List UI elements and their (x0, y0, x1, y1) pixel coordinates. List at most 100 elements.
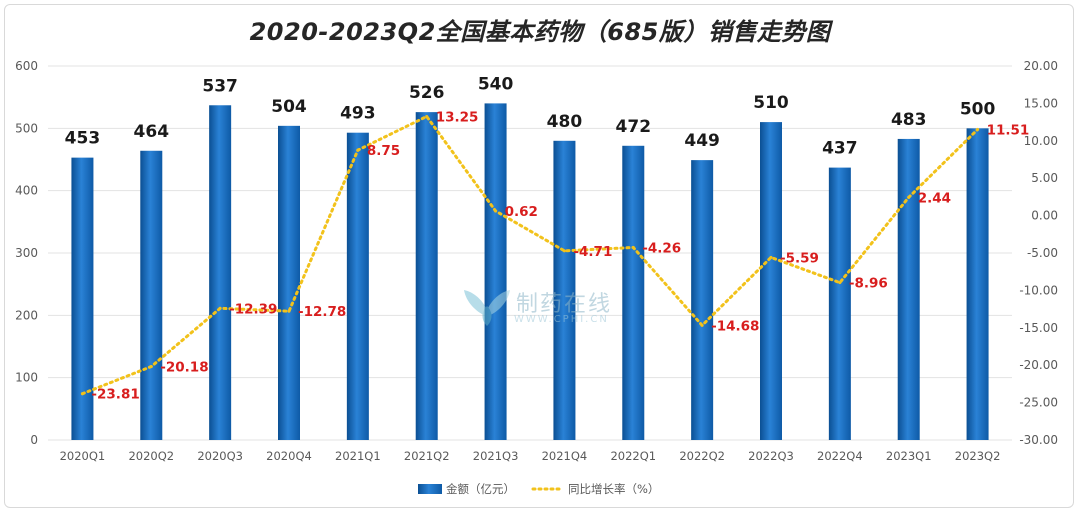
x-tick-label: 2022Q2 (679, 449, 725, 463)
line-point (494, 209, 498, 213)
bar-value-label: 537 (202, 76, 238, 96)
bar-value-label: 449 (684, 131, 720, 151)
bar-value-label: 480 (547, 112, 583, 132)
bar (691, 160, 714, 440)
bar-value-label: 464 (134, 122, 170, 142)
bar (415, 112, 438, 441)
bar-series (71, 103, 989, 441)
bar (897, 138, 920, 440)
right-axis-ticks: -30.00 -25.00 -20.00 -15.00 -10.00 -5.00 0.00 5… (1019, 59, 1058, 447)
bar (622, 145, 645, 440)
right-tick-label: -5.00 (1027, 246, 1058, 260)
bar-value-label: 437 (822, 139, 858, 159)
line-value-label: 8.75 (367, 143, 400, 159)
legend-bar-swatch (418, 484, 442, 494)
right-tick-label: 20.00 (1024, 59, 1058, 73)
watermark-logo-icon (464, 290, 510, 326)
line-point (149, 365, 153, 369)
right-tick-label: -15.00 (1019, 321, 1058, 335)
x-tick-label: 2020Q4 (266, 449, 312, 463)
bar (209, 105, 232, 441)
left-tick-label: 600 (15, 59, 38, 73)
x-axis-ticks: 2020Q1 2020Q2 2020Q3 2020Q4 2021Q1 2021Q2 2021… (60, 449, 1001, 463)
right-tick-label: -30.00 (1019, 433, 1058, 447)
line-labels: -23.81 -20.18 -12.39 -12.78 8.75 13.25 0.62 -4.… (91, 109, 1029, 402)
left-tick-label: 100 (15, 371, 38, 385)
line-value-label: -12.78 (298, 304, 346, 320)
line-point (907, 195, 911, 199)
x-tick-label: 2022Q4 (817, 449, 863, 463)
line-point (769, 255, 773, 259)
line-value-label: -14.68 (711, 318, 759, 334)
bar-value-label: 483 (891, 110, 927, 130)
legend: 金额（亿元） 同比增长率（%） (418, 482, 659, 496)
left-tick-label: 500 (15, 121, 38, 135)
x-tick-label: 2020Q1 (60, 449, 106, 463)
right-tick-label: -20.00 (1019, 358, 1058, 372)
right-tick-label: -10.00 (1019, 283, 1058, 297)
line-value-label: -20.18 (160, 360, 208, 376)
x-tick-label: 2020Q2 (128, 449, 174, 463)
bar-value-label: 453 (65, 129, 101, 149)
x-tick-label: 2022Q3 (748, 449, 794, 463)
watermark-text: 制药在线 (516, 292, 613, 317)
line-value-label: -12.39 (229, 301, 277, 317)
left-tick-label: 0 (30, 433, 38, 447)
line-value-label: 11.51 (987, 123, 1030, 139)
line-point (562, 249, 566, 253)
right-tick-label: 5.00 (1031, 171, 1058, 185)
bar-value-label: 472 (616, 117, 652, 137)
right-tick-label: -25.00 (1019, 396, 1058, 410)
bar (140, 150, 163, 441)
x-tick-label: 2021Q4 (542, 449, 588, 463)
line-value-label: -5.59 (780, 250, 819, 266)
growth-line (80, 114, 980, 396)
line-value-label: 13.25 (436, 109, 479, 125)
x-tick-label: 2021Q3 (473, 449, 519, 463)
line-value-label: -4.71 (573, 244, 612, 260)
bar (760, 122, 782, 440)
line-point (356, 148, 360, 152)
left-tick-label: 200 (15, 308, 38, 322)
bar-value-label: 493 (340, 104, 376, 124)
line-value-label: 0.62 (505, 204, 538, 220)
left-tick-label: 400 (15, 184, 38, 198)
bar-value-label: 540 (478, 74, 514, 94)
legend-bar-label: 金额（亿元） (446, 482, 515, 496)
watermark: 制药在线 WWW.CPHI.CN (462, 286, 632, 330)
bar-value-label: 526 (409, 83, 445, 103)
x-tick-label: 2020Q3 (197, 449, 243, 463)
chart-frame (4, 4, 1074, 508)
line-point (838, 281, 842, 285)
line-point (700, 323, 704, 327)
bar-value-label: 500 (960, 99, 996, 119)
line-value-label: -4.26 (642, 240, 681, 256)
right-tick-label: 15.00 (1024, 96, 1058, 110)
bar (278, 125, 300, 440)
gridlines (48, 65, 1012, 441)
bar (484, 103, 507, 441)
legend-line-label: 同比增长率（%） (568, 482, 659, 496)
right-tick-label: 10.00 (1024, 134, 1058, 148)
line-point (425, 114, 429, 118)
x-tick-label: 2022Q1 (610, 449, 656, 463)
bar-value-label: 504 (271, 97, 307, 117)
line-value-label: 2.44 (918, 190, 951, 206)
x-tick-label: 2023Q1 (886, 449, 932, 463)
bar (828, 167, 851, 440)
watermark-subtext: WWW.CPHI.CN (514, 314, 609, 325)
line-point (218, 306, 222, 310)
line-point (976, 128, 980, 132)
line-value-label: -8.96 (849, 276, 888, 292)
bar (553, 140, 576, 441)
bar-labels: 453 464 537 504 493 526 540 480 472 449 510 437 483 5… (65, 74, 996, 158)
x-tick-label: 2021Q1 (335, 449, 381, 463)
line-point (631, 245, 635, 249)
left-axis-ticks: 0 100 200 300 400 500 600 (15, 59, 38, 447)
x-tick-label: 2023Q2 (955, 449, 1001, 463)
right-tick-label: 0.00 (1031, 209, 1058, 223)
chart-title: 2020-2023Q2全国基本药物（685版）销售走势图 (249, 18, 831, 46)
left-tick-label: 300 (15, 246, 38, 260)
bar (966, 128, 989, 441)
